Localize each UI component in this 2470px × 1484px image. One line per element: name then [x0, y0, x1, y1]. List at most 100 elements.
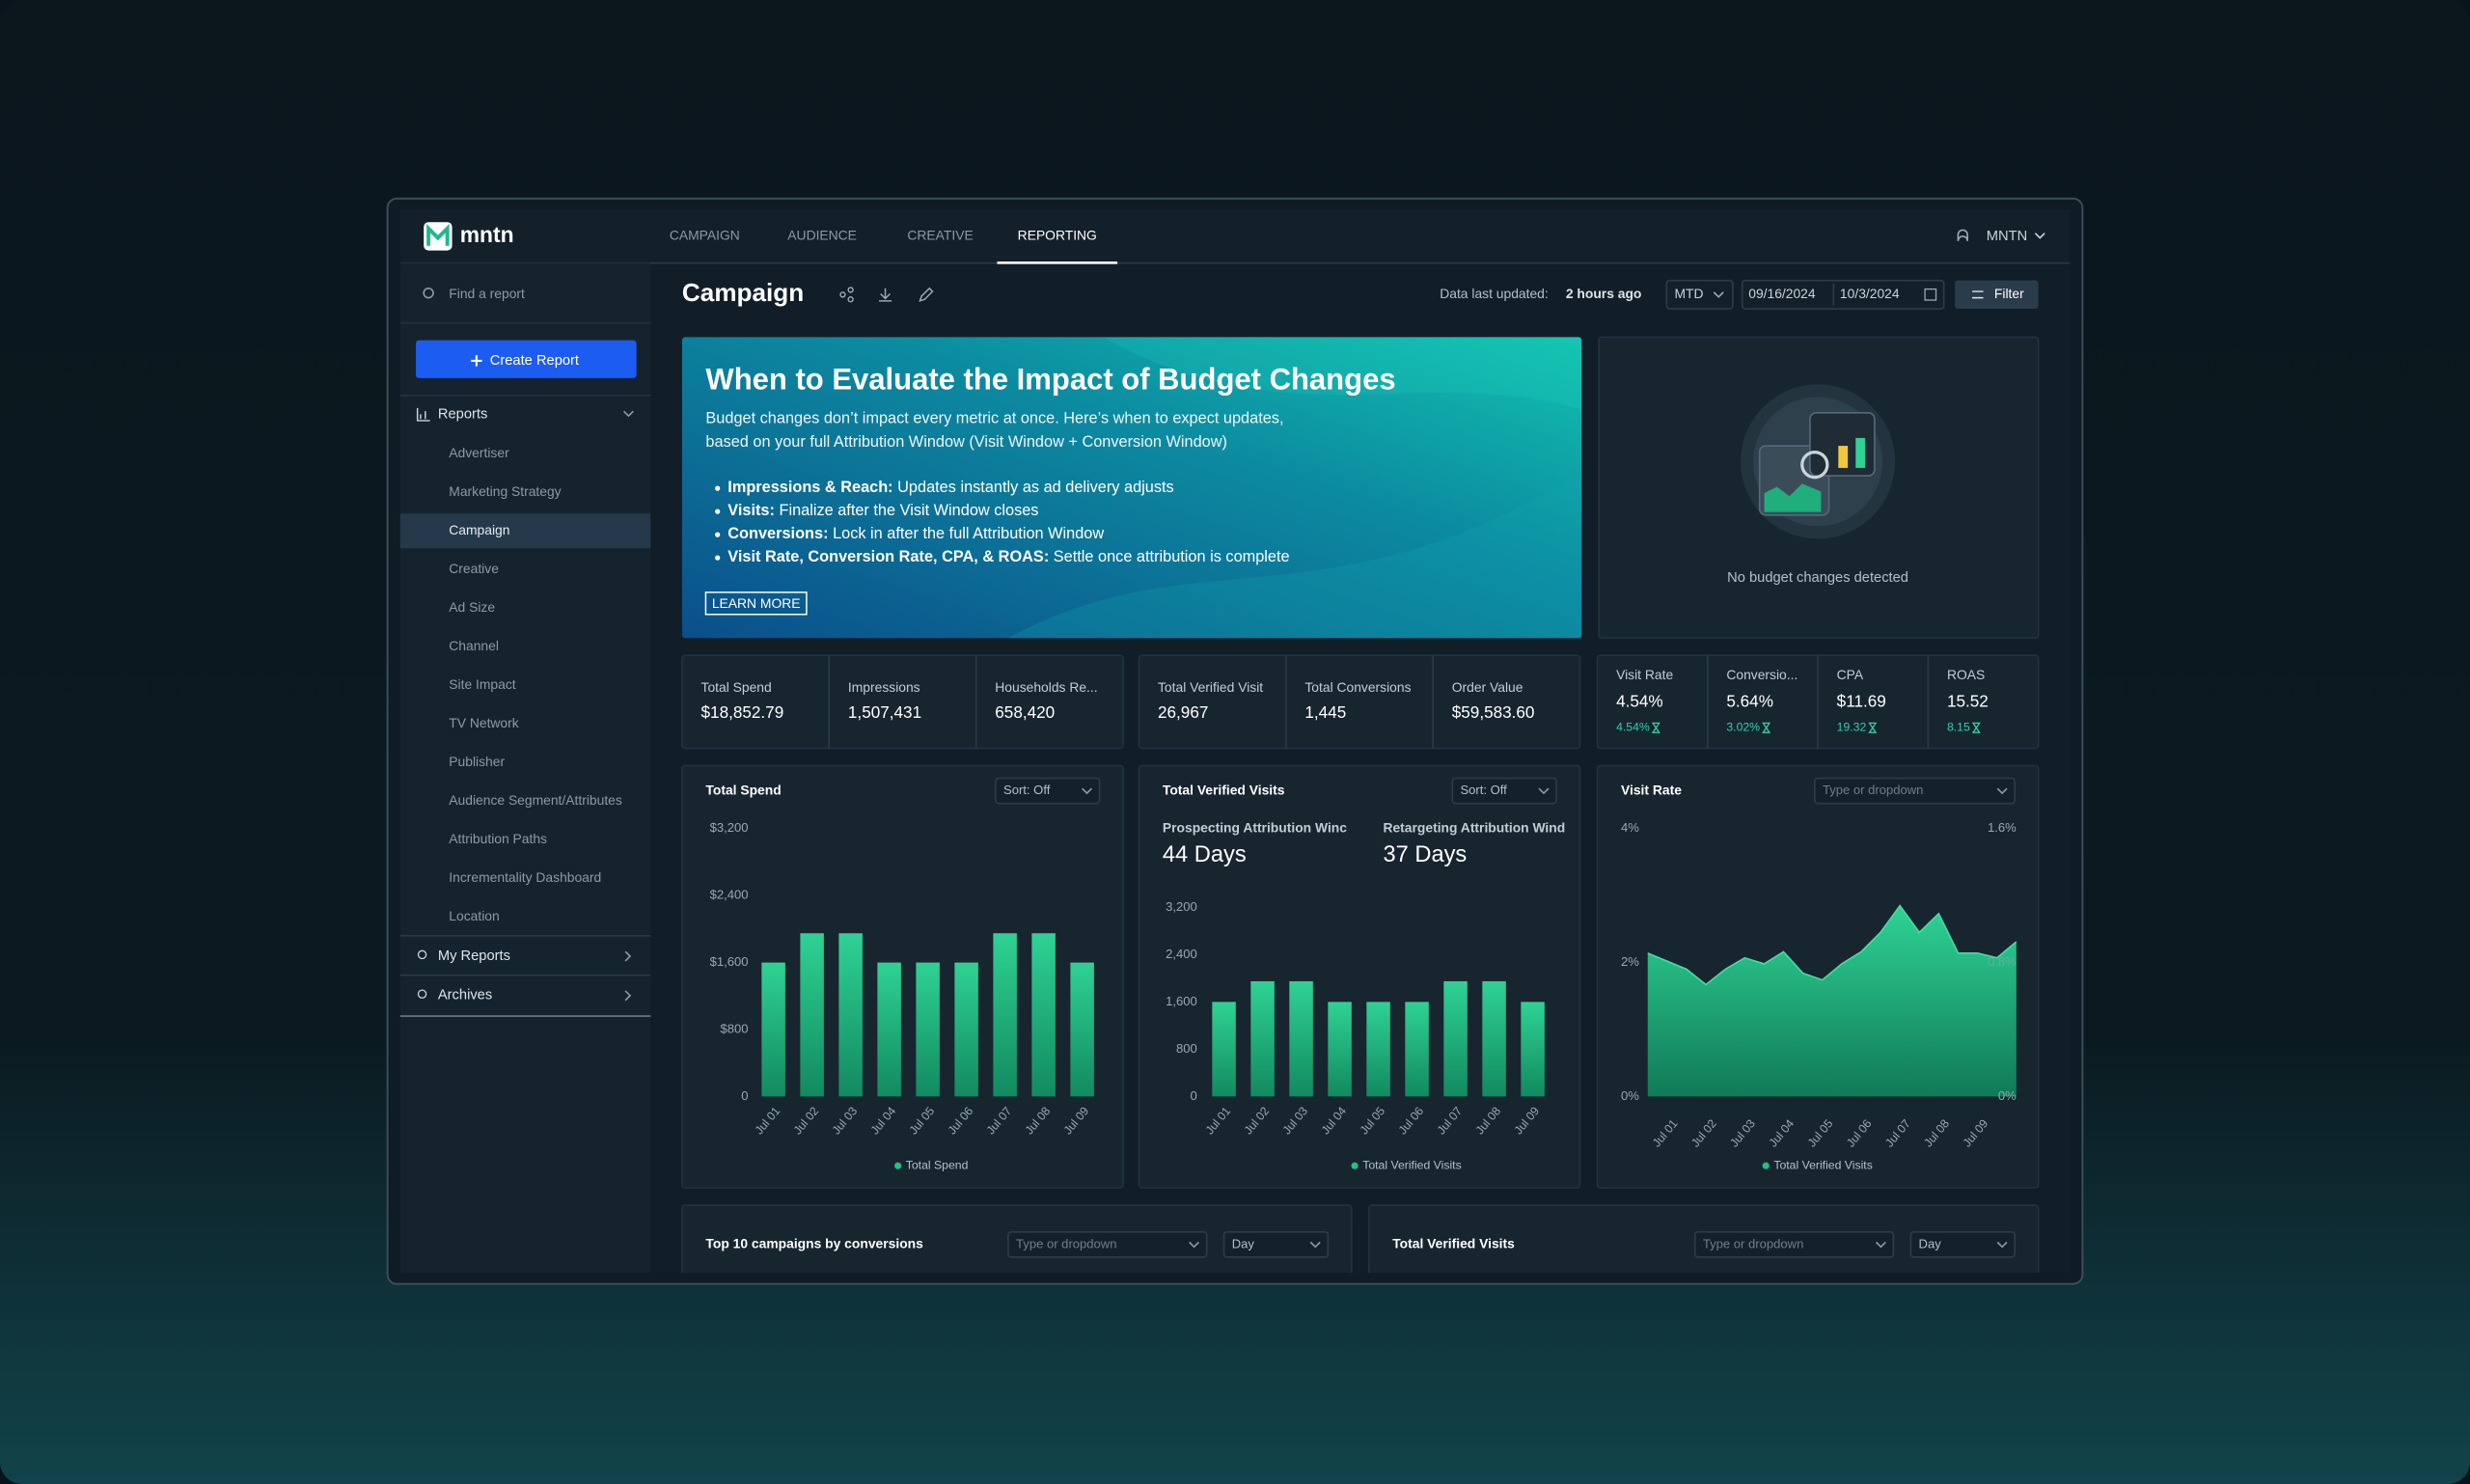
sidebar-item[interactable]: Location [449, 908, 499, 923]
reports-section[interactable]: Reports [438, 406, 487, 422]
y-tick-label: $3,200 [710, 820, 749, 835]
dropdown-value[interactable]: Type or dropdown [1703, 1236, 1803, 1250]
legend-label: Total Verified Visits [1773, 1158, 1872, 1171]
kpi-label: Total Verified Visit [1158, 679, 1263, 695]
end-date[interactable]: 10/3/2024 [1840, 286, 1900, 301]
caret [1538, 787, 1550, 795]
bullet-text: Lock in after the full Attribution Windo… [829, 525, 1105, 542]
kpi-value: $11.69 [1837, 692, 1886, 711]
dropdown[interactable] [1693, 1230, 1895, 1258]
bar [1366, 1002, 1390, 1097]
dropdown[interactable] [995, 777, 1101, 805]
learn-more-label[interactable]: LEARN MORE [712, 595, 801, 611]
y-tick-label: 800 [1176, 1041, 1197, 1056]
sidebar-item[interactable]: Campaign [449, 522, 509, 537]
bar [877, 962, 901, 1097]
dropdown-value[interactable]: Sort: Off [1460, 783, 1507, 797]
kpi-label: ROAS [1947, 667, 1985, 682]
filter-label[interactable]: Filter [1994, 286, 2024, 301]
y-tick-label: 0 [741, 1088, 748, 1103]
illustration [1838, 446, 1849, 468]
date-range[interactable] [1741, 279, 1945, 310]
y-tick-label: 4% [1621, 820, 1639, 835]
nav-tab[interactable]: CAMPAIGN [670, 228, 740, 243]
sidebar-item[interactable]: Creative [449, 561, 499, 576]
stat-value: 37 Days [1383, 842, 1467, 867]
dropdown[interactable] [1222, 1230, 1330, 1258]
sidebar-section[interactable]: My Reports [438, 948, 510, 964]
sidebar-item[interactable]: Advertiser [449, 445, 509, 460]
nav-tab[interactable]: REPORTING [1018, 228, 1097, 243]
sidebar-item[interactable]: Attribution Paths [449, 831, 547, 846]
filter-button[interactable] [1955, 280, 2039, 310]
dropdown-value[interactable]: Sort: Off [1003, 783, 1051, 797]
legend-dot [1351, 1162, 1358, 1169]
learn-more-button[interactable] [704, 591, 808, 616]
card-title: Total Verified Visits [1392, 1235, 1515, 1250]
banner-bullet: Visits: Finalize after the Visit Window … [727, 502, 1038, 519]
updated-value: 2 hours ago [1566, 286, 1642, 301]
dropdown-value[interactable]: Type or dropdown [1823, 783, 1923, 797]
card-title: Top 10 campaigns by conversions [705, 1235, 923, 1250]
dropdown[interactable] [1814, 777, 2016, 805]
sidebar-item[interactable]: Site Impact [449, 676, 515, 692]
active-item-bg [399, 513, 651, 549]
bar [993, 933, 1017, 1097]
dropdown[interactable] [1909, 1230, 2016, 1258]
period-select[interactable] [1665, 279, 1734, 310]
bell-icon[interactable] [1957, 229, 1968, 241]
create-report-button[interactable] [416, 340, 637, 378]
dropdown[interactable] [1007, 1230, 1208, 1258]
sidebar-item[interactable]: TV Network [449, 715, 518, 730]
bullet-bold: Conversions: [727, 525, 828, 542]
kpi-value: 5.64% [1726, 692, 1773, 711]
sidebar-item[interactable]: Incrementality Dashboard [449, 869, 601, 885]
y-tick-label: $800 [720, 1021, 748, 1035]
dropdown-value[interactable]: Day [1919, 1236, 1942, 1250]
bullet-dot [715, 485, 721, 491]
nav-tab[interactable]: AUDIENCE [787, 228, 857, 243]
create-report-label[interactable]: Create Report [490, 353, 579, 369]
start-date[interactable]: 09/16/2024 [1748, 286, 1816, 301]
kpi-label: Total Spend [701, 679, 772, 695]
caret [1309, 1241, 1321, 1249]
kpi-value: 658,420 [995, 702, 1055, 722]
banner-bullet: Impressions & Reach: Updates instantly a… [727, 479, 1173, 496]
sidebar-item[interactable]: Channel [449, 638, 499, 653]
bar [1521, 1002, 1545, 1097]
bar [1212, 1002, 1236, 1097]
banner-wave [1007, 472, 1582, 639]
section-icon [417, 989, 427, 999]
sidebar-item[interactable]: Publisher [449, 754, 505, 769]
dropdown-value[interactable]: Type or dropdown [1016, 1236, 1116, 1250]
sidebar-section[interactable]: Archives [438, 988, 492, 1003]
chevron [624, 990, 632, 1002]
caret [622, 410, 634, 418]
logo-m [426, 224, 450, 246]
stat-value: 44 Days [1163, 842, 1247, 867]
y-tick-label: 0% [1621, 1088, 1639, 1103]
hourglass-icon [1762, 722, 1771, 733]
app: mntn MNTN Find a report Create Report Re… [399, 209, 2071, 1274]
sidebar-item[interactable]: Marketing Strategy [449, 483, 561, 499]
dropdown-value[interactable]: Day [1232, 1236, 1255, 1250]
kpi-label: Total Conversions [1304, 679, 1411, 695]
account[interactable]: MNTN [1987, 229, 2027, 244]
bar [1328, 1002, 1352, 1097]
bullet-bold: Visit Rate, Conversion Rate, CPA, & ROAS… [727, 548, 1049, 565]
legend-label: Total Spend [906, 1158, 969, 1171]
area-line [1647, 904, 2017, 986]
title-icons [839, 287, 934, 303]
banner [681, 337, 1582, 639]
kpi-value: 1,445 [1304, 702, 1346, 722]
legend-dot [894, 1162, 902, 1169]
nav-tab[interactable]: CREATIVE [907, 228, 973, 243]
bullet-bold: Visits: [727, 502, 775, 519]
sidebar-item[interactable]: Ad Size [449, 599, 495, 615]
bar [1070, 962, 1094, 1097]
dropdown[interactable] [1451, 777, 1557, 805]
sidebar-item[interactable]: Audience Segment/Attributes [449, 792, 622, 808]
period-value[interactable]: MTD [1675, 286, 1704, 301]
search-input[interactable]: Find a report [449, 286, 525, 301]
kpi-label: Impressions [848, 679, 920, 695]
